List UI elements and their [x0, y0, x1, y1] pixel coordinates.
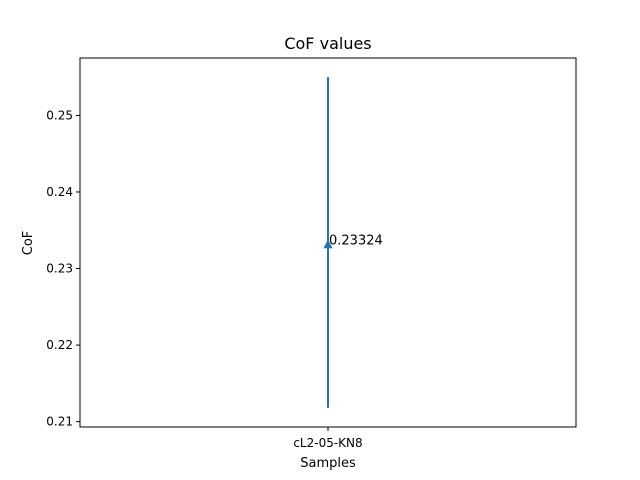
- y-tick-label: 0.23: [46, 262, 73, 276]
- y-tick-label: 0.24: [46, 185, 73, 199]
- x-axis-label: Samples: [300, 456, 356, 471]
- data-label: 0.23324: [329, 234, 383, 249]
- x-tick-label: cL2-05-KN8: [293, 436, 362, 450]
- y-tick-label: 0.25: [46, 108, 73, 122]
- data-point-marker: [323, 239, 333, 249]
- y-tick-label: 0.22: [46, 338, 73, 352]
- x-axis: cL2-05-KN8: [293, 427, 363, 450]
- y-axis: 0.21 0.22 0.23 0.24 0.25: [46, 108, 80, 429]
- y-tick-label: 0.21: [46, 415, 73, 429]
- series-marks: 0.23324: [323, 77, 383, 408]
- y-axis-label: CoF: [21, 231, 36, 256]
- chart-title: CoF values: [284, 34, 371, 53]
